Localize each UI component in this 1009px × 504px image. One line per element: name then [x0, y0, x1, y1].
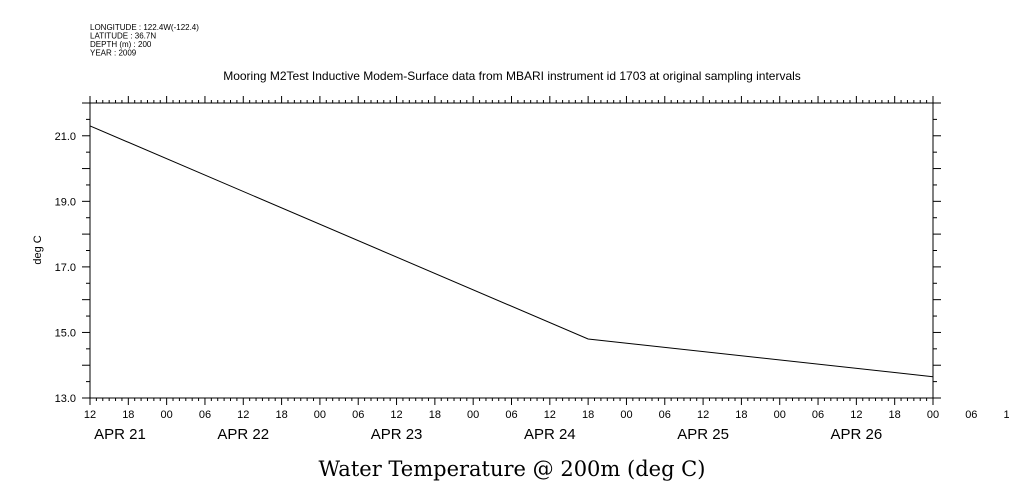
x-hour-label: 12: [237, 409, 249, 421]
x-hour-label: 12: [697, 409, 709, 421]
y-tick-label: 17.0: [55, 262, 76, 274]
x-hour-label: 18: [735, 409, 747, 421]
x-hour-label: 00: [927, 409, 939, 421]
y-axis-label: deg C: [32, 235, 44, 264]
x-date-label: APR 25: [677, 426, 729, 443]
y-tick-label: 13.0: [55, 393, 76, 405]
x-hour-label: 00: [620, 409, 632, 421]
x-hour-label: 18: [429, 409, 441, 421]
x-hour-label: 06: [965, 409, 977, 421]
meta-line: LONGITUDE : 122.4W(-122.4): [90, 23, 199, 32]
x-hour-label: 06: [199, 409, 211, 421]
x-hour-label: 18: [275, 409, 287, 421]
x-hour-label: 06: [812, 409, 824, 421]
x-hour-label: 06: [352, 409, 364, 421]
x-hour-label: 12: [390, 409, 402, 421]
x-date-labels: APR 21 APR 22 APR 23 APR 24 APR 25 APR 26: [94, 426, 882, 443]
x-date-label: APR 24: [524, 426, 576, 443]
x-hour-label: 12: [1004, 409, 1009, 421]
x-hour-label: 00: [467, 409, 479, 421]
x-hour-label: 00: [774, 409, 786, 421]
meta-line: LATITUDE : 36.7N: [90, 32, 156, 41]
x-date-label: APR 22: [217, 426, 269, 443]
series-line: [89, 125, 934, 378]
x-hour-label: 18: [582, 409, 594, 421]
chart-title: Mooring M2Test Inductive Modem-Surface d…: [223, 69, 801, 83]
x-hour-labels: 12 18 00 06 12 18 00 06 12 18 00 06 12 18 00 06 12 18 00 06…: [84, 409, 1009, 421]
x-date-label: APR 26: [831, 426, 883, 443]
series-group: [89, 125, 934, 378]
meta-line: YEAR : 2009: [90, 49, 137, 58]
x-hour-label: 18: [122, 409, 134, 421]
x-hour-label: 12: [84, 409, 96, 421]
metadata-block: LONGITUDE : 122.4W(-122.4)LATITUDE : 36.…: [90, 23, 199, 58]
x-hour-label: 06: [505, 409, 517, 421]
x-hour-label: 00: [314, 409, 326, 421]
y-tick-label: 19.0: [55, 196, 76, 208]
meta-line: DEPTH (m) : 200: [90, 40, 152, 49]
x-hour-label: 00: [161, 409, 173, 421]
x-hour-label: 12: [850, 409, 862, 421]
x-axis-title: Water Temperature @ 200m (deg C): [319, 457, 706, 481]
x-date-label: APR 21: [94, 426, 146, 443]
y-tick-labels: 21.0 19.0 17.0 15.0 13.0: [55, 131, 76, 405]
y-tick-label: 21.0: [55, 131, 76, 143]
x-hour-label: 06: [659, 409, 671, 421]
plot-frame: [89, 102, 934, 399]
y-tick-label: 15.0: [55, 327, 76, 339]
x-hour-label: 12: [544, 409, 556, 421]
x-date-label: APR 23: [371, 426, 423, 443]
axis-ticks: [82, 96, 941, 405]
x-hour-label: 18: [889, 409, 901, 421]
